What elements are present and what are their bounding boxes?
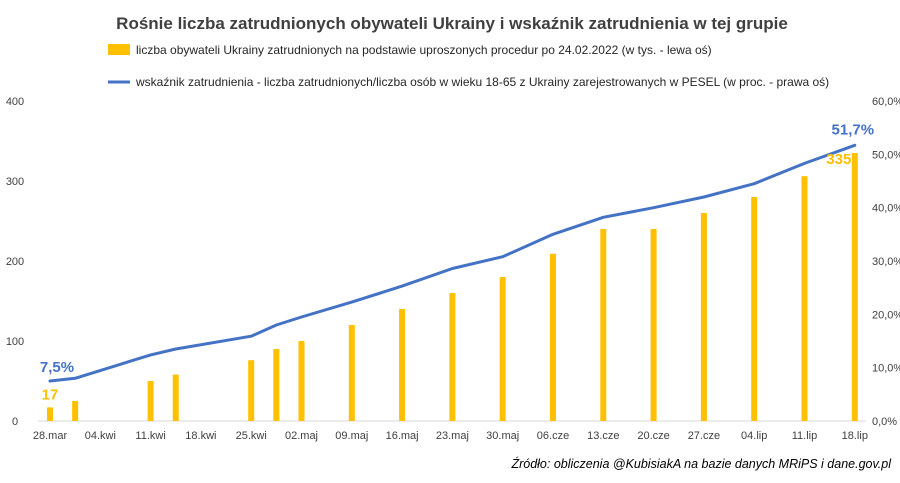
legend-bar-label: liczba obywateli Ukrainy zatrudnionych n… (136, 43, 712, 57)
legend: liczba obywateli Ukrainy zatrudnionych n… (108, 43, 829, 89)
bar (449, 293, 456, 421)
left-axis-tick-label: 200 (6, 256, 24, 268)
x-axis-tick-label: 27.cze (688, 430, 720, 442)
left-axis-tick-label: 0 (12, 416, 18, 428)
chart-title: Rośnie liczba zatrudnionych obywateli Uk… (116, 14, 788, 33)
left-axis-tick-label: 100 (6, 336, 24, 348)
right-axis-tick-label: 0,0% (872, 416, 897, 428)
x-axis-tick-label: 28.mar (33, 430, 68, 442)
bar (499, 277, 506, 421)
bar (650, 229, 657, 421)
line-label-first: 7,5% (40, 359, 74, 376)
x-axis-tick-label: 30.maj (486, 430, 519, 442)
bar (147, 381, 154, 421)
bar (801, 176, 808, 421)
x-axis-tick-label: 06.cze (537, 430, 569, 442)
right-axis-tick-label: 30,0% (872, 256, 900, 268)
right-axis-tick-label: 20,0% (872, 309, 900, 321)
bar (47, 407, 53, 421)
right-axis-tick-label: 40,0% (872, 203, 900, 215)
legend-line-label: wskaźnik zatrudnienia - liczba zatrudnio… (135, 75, 829, 89)
right-axis-tick-label: 50,0% (872, 149, 900, 161)
x-axis-tick-label: 04.kwi (85, 430, 116, 442)
x-axis-tick-label: 16.maj (386, 430, 419, 442)
employment-rate-line (48, 143, 857, 383)
bar (348, 325, 355, 421)
line-label-last: 51,7% (832, 121, 875, 138)
bar-series (47, 153, 858, 421)
line-series (48, 143, 857, 383)
bar (273, 349, 280, 421)
x-axis-tick-label: 18.kwi (185, 430, 216, 442)
x-axis-tick-label: 04.lip (741, 430, 767, 442)
source-note: Źródło: obliczenia @KubisiakA na bazie d… (510, 456, 892, 471)
bar (700, 213, 707, 421)
bar (751, 197, 758, 421)
x-axis-tick-label: 20.cze (637, 430, 669, 442)
bar (72, 401, 79, 421)
right-axis-tick-label: 60,0% (872, 96, 900, 108)
bar (851, 153, 858, 421)
right-axis: 0,0% 10,0% 20,0% 30,0% 40,0% 50,0% 60,0% (872, 96, 900, 428)
x-axis-tick-label: 25.kwi (236, 430, 267, 442)
bar (172, 374, 179, 421)
data-labels: 7,5% 51,7% 17 335 (40, 121, 874, 403)
x-axis: 28.mar 04.kwi 11.kwi 18.kwi 25.kwi 02.maj 09.m… (33, 430, 868, 442)
left-axis-tick-label: 400 (6, 96, 24, 108)
bar-label-first: 17 (42, 386, 59, 403)
legend-bar-swatch (108, 44, 130, 55)
bar (600, 229, 607, 421)
x-axis-tick-label: 11.lip (792, 430, 817, 442)
bar (550, 253, 556, 421)
bar (248, 360, 255, 421)
left-axis-tick-label: 300 (6, 176, 24, 188)
bar-label-last: 335 (826, 151, 851, 168)
x-axis-tick-label: 23.maj (436, 430, 469, 442)
bar (298, 341, 305, 421)
bar (399, 309, 406, 421)
x-axis-tick-label: 13.cze (587, 430, 619, 442)
x-axis-tick-label: 18.lip (842, 430, 868, 442)
left-axis: 0 100 200 300 400 (6, 96, 24, 428)
right-axis-tick-label: 10,0% (872, 363, 900, 375)
x-axis-tick-label: 09.maj (335, 430, 368, 442)
x-axis-tick-label: 02.maj (285, 430, 318, 442)
x-axis-tick-label: 11.kwi (135, 430, 165, 442)
